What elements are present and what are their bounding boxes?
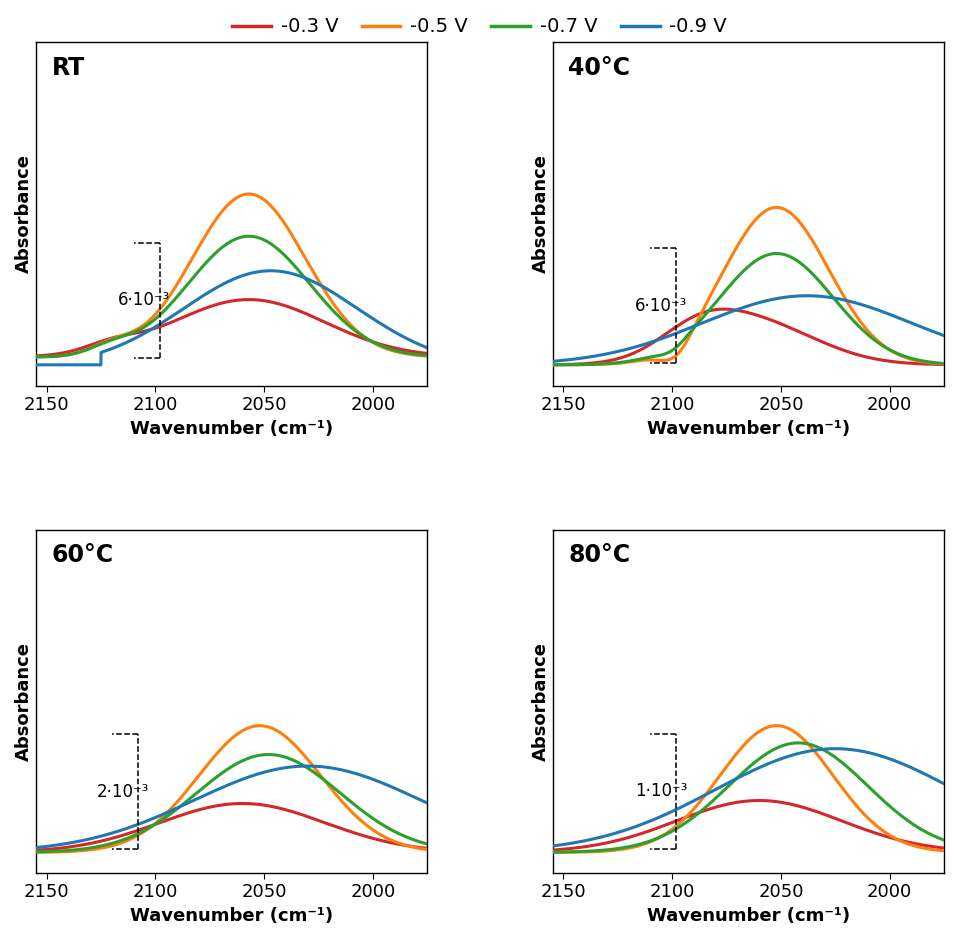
- Text: 6·10⁻³: 6·10⁻³: [635, 297, 688, 315]
- Y-axis label: Absorbance: Absorbance: [15, 154, 33, 274]
- Text: RT: RT: [52, 56, 84, 80]
- Legend: -0.3 V, -0.5 V, -0.7 V, -0.9 V: -0.3 V, -0.5 V, -0.7 V, -0.9 V: [224, 9, 735, 44]
- X-axis label: Wavenumber (cm⁻¹): Wavenumber (cm⁻¹): [130, 907, 333, 925]
- X-axis label: Wavenumber (cm⁻¹): Wavenumber (cm⁻¹): [646, 419, 850, 437]
- Y-axis label: Absorbance: Absorbance: [531, 154, 550, 274]
- Text: 2·10⁻³: 2·10⁻³: [97, 783, 149, 801]
- Y-axis label: Absorbance: Absorbance: [531, 642, 550, 760]
- Text: 80°C: 80°C: [568, 543, 630, 568]
- X-axis label: Wavenumber (cm⁻¹): Wavenumber (cm⁻¹): [130, 419, 333, 437]
- X-axis label: Wavenumber (cm⁻¹): Wavenumber (cm⁻¹): [646, 907, 850, 925]
- Text: 1·10⁻³: 1·10⁻³: [635, 782, 688, 801]
- Text: 60°C: 60°C: [52, 543, 113, 568]
- Text: 6·10⁻³: 6·10⁻³: [118, 291, 171, 309]
- Text: 40°C: 40°C: [568, 56, 630, 80]
- Y-axis label: Absorbance: Absorbance: [15, 642, 33, 760]
